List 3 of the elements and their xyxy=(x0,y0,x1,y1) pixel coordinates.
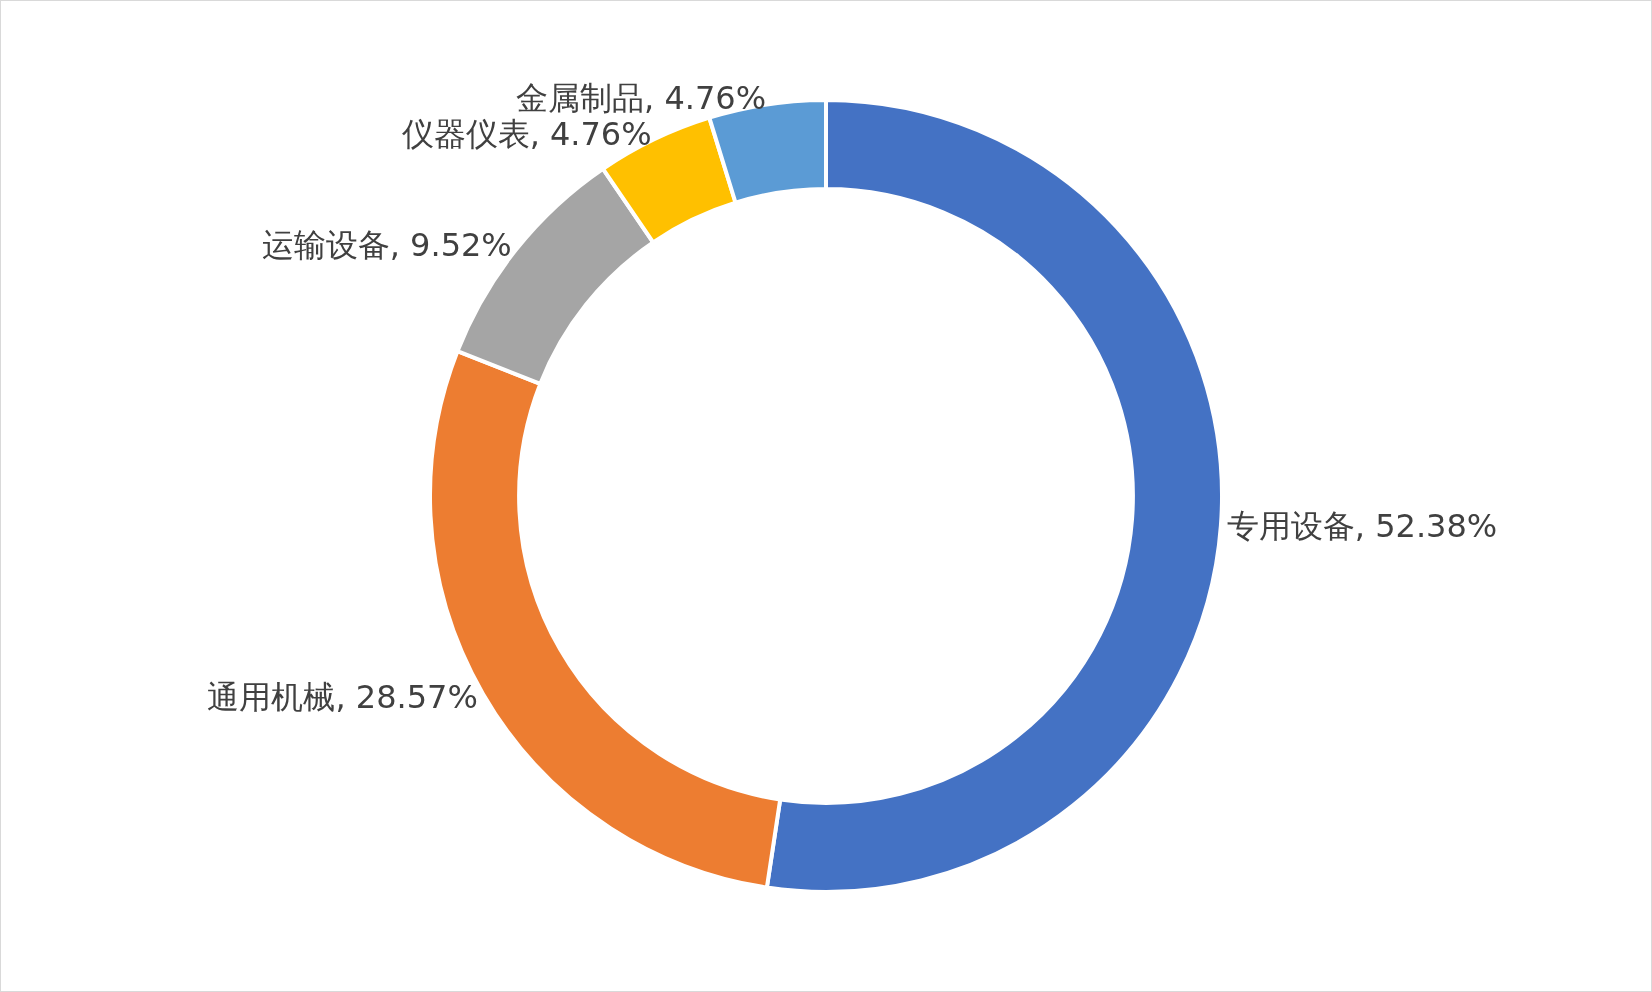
slice-label: 通用机械, 28.57% xyxy=(207,677,478,716)
slice-label: 专用设备, 52.38% xyxy=(1226,507,1498,546)
slice-label: 运输设备, 9.52% xyxy=(261,226,512,265)
